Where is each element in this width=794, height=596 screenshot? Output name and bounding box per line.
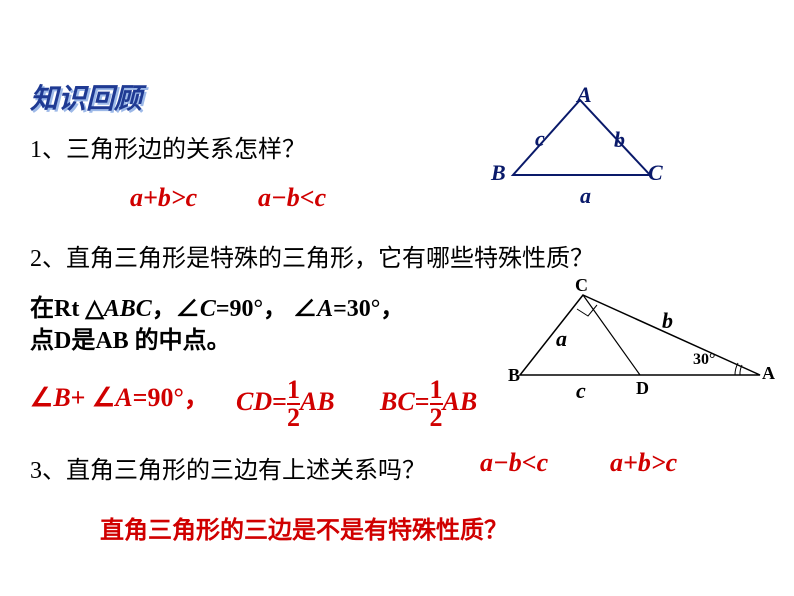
tri2-B: B	[508, 365, 520, 386]
cd-num: 1	[287, 377, 300, 403]
q2-l1-b: ABC	[104, 296, 152, 322]
tri1-c: c	[535, 126, 545, 152]
q2-angle-sum: ∠B+ ∠A=90°，	[30, 377, 210, 414]
ang-c: + ∠	[71, 383, 116, 412]
q2-l1-a: 在Rt △	[30, 296, 104, 322]
q3-ans1: a−b<c	[480, 448, 548, 478]
tri1-C: C	[648, 160, 663, 186]
q2-line2: 点D是AB 的中点。	[30, 320, 231, 355]
cd-a: CD	[236, 387, 272, 416]
bc-b: =	[415, 387, 430, 416]
q2-text: 2、直角三角形是特殊的三角形，它有哪些特殊性质？	[30, 238, 594, 273]
ang-a: ∠	[30, 383, 53, 412]
bc-formula: BC=12AB	[380, 377, 477, 431]
tri1-A: A	[577, 82, 592, 108]
cd-formula: CD=12AB	[236, 377, 335, 431]
ang-e: =90°，	[133, 383, 210, 412]
tri2-D: D	[636, 378, 649, 399]
conclusion: 直角三角形的三边是不是有特殊性质？	[100, 510, 508, 545]
q2-l1-g: =30°，	[333, 296, 404, 322]
q2-l1-d: C	[200, 296, 216, 322]
tri2-b: b	[662, 308, 673, 334]
bc-frac: 12	[430, 377, 443, 431]
page-title: 知识回顾	[30, 77, 142, 117]
q2-l1-e: =90°， ∠	[216, 296, 317, 322]
q3-text: 3、直角三角形的三边有上述关系吗？	[30, 450, 426, 485]
bc-num: 1	[430, 377, 443, 403]
tri2-c: c	[576, 378, 586, 404]
q1-ans1: a+b>c	[130, 183, 197, 213]
q1-ans2: a−b<c	[258, 183, 326, 213]
tri1-b: b	[614, 127, 625, 153]
tri2-A: A	[762, 363, 775, 384]
tri2-C: C	[575, 275, 588, 296]
q1-text: 1、三角形边的关系怎样？	[30, 129, 306, 164]
tri1-a: a	[580, 183, 591, 209]
tri2-a: a	[556, 326, 567, 352]
cd-b: =	[272, 387, 287, 416]
tri1-B: B	[491, 160, 506, 186]
bc-a: BC	[380, 387, 415, 416]
tri2-angle: 30°	[693, 351, 715, 369]
cd-den: 2	[287, 403, 300, 431]
bc-den: 2	[430, 403, 443, 431]
ang-b: B	[53, 383, 70, 412]
cd-c: AB	[300, 387, 335, 416]
ang-d: A	[115, 383, 132, 412]
q3-ans2: a+b>c	[610, 448, 677, 478]
cd-frac: 12	[287, 377, 300, 431]
bc-c: AB	[443, 387, 478, 416]
q2-l1-f: A	[317, 296, 333, 322]
q2-line1: 在Rt △ABC，∠C=90°， ∠A=30°，	[30, 288, 404, 323]
q2-l1-c: ，∠	[152, 296, 200, 322]
